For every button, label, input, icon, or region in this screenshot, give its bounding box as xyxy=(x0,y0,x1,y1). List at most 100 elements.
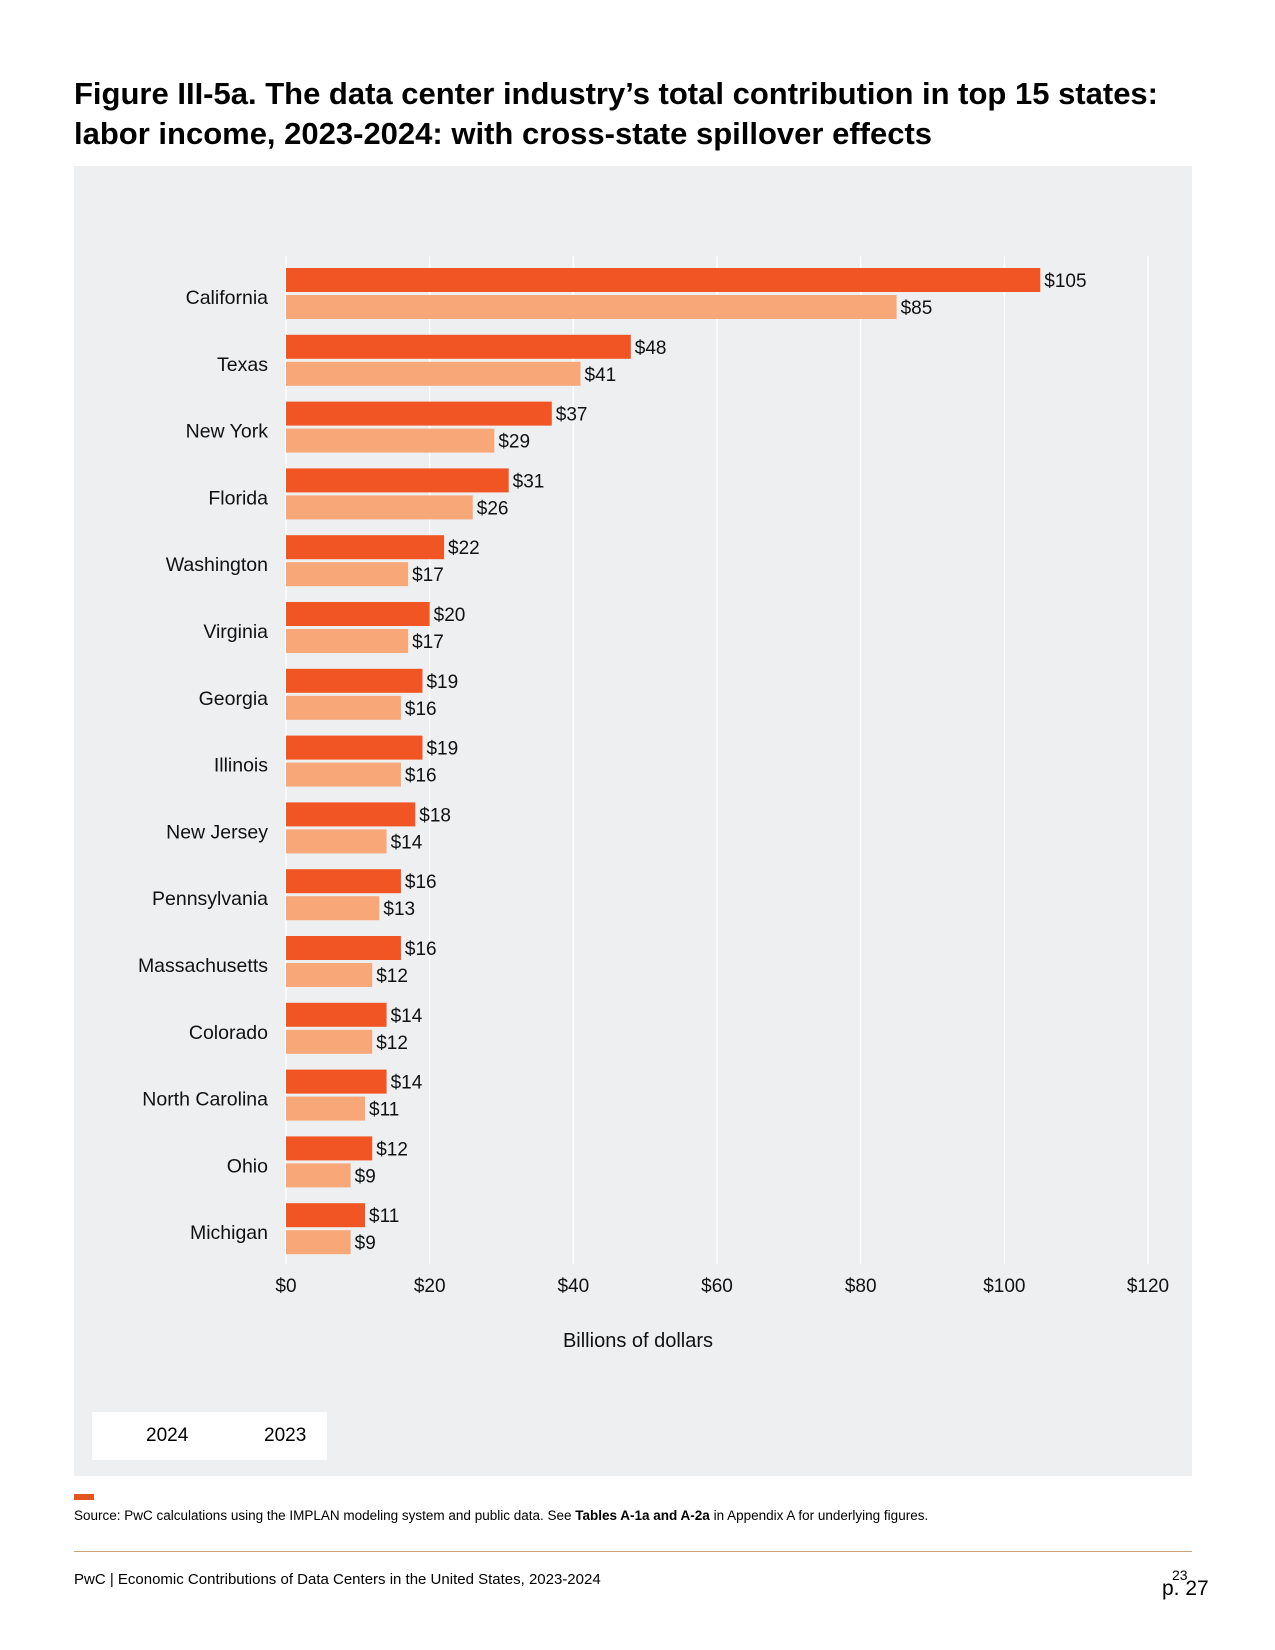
x-tick-label: $120 xyxy=(1127,1276,1169,1297)
bar-2024 xyxy=(286,1203,366,1228)
data-label-2023: $17 xyxy=(412,565,444,586)
chart-panel: $105 $85 $48 $41 $37 $29 $31 $26 $22 $17 $20 $17 $19… xyxy=(74,166,1192,1476)
source-bold: Tables A-1a and A-2a xyxy=(575,1508,710,1523)
data-label-2023: $26 xyxy=(477,498,509,519)
legend-label-2023: 2023 xyxy=(264,1425,307,1446)
category-label: Colorado xyxy=(189,1022,268,1044)
category-label: Washington xyxy=(166,554,268,576)
data-label-2024: $19 xyxy=(426,739,458,760)
category-label: New York xyxy=(186,421,269,443)
bar-2024 xyxy=(286,602,430,626)
data-label-2024: $105 xyxy=(1044,271,1086,292)
data-label-2024: $14 xyxy=(391,1073,423,1094)
x-axis-ticks: $0 $20 $40 $60 $80 $100 $120 xyxy=(275,1276,1169,1297)
x-tick-label: $0 xyxy=(275,1276,296,1297)
source-prefix: Source: PwC calculations using the IMPLA… xyxy=(74,1508,576,1523)
bar-2023 xyxy=(286,1096,366,1121)
x-tick-label: $20 xyxy=(414,1276,446,1297)
data-label-2023: $29 xyxy=(498,432,530,453)
data-label-2023: $9 xyxy=(355,1233,376,1254)
data-label-2023: $9 xyxy=(355,1166,376,1187)
bar-2023 xyxy=(286,695,401,720)
footer-text: PwC | Economic Contributions of Data Cen… xyxy=(74,1571,601,1588)
data-label-2024: $14 xyxy=(391,1006,423,1027)
category-labels: California Texas New York Florida Washington… xyxy=(138,287,268,1244)
category-label: Michigan xyxy=(190,1222,268,1244)
data-label-2024: $12 xyxy=(376,1139,408,1160)
accent-dash xyxy=(74,1494,94,1500)
figure-title: Figure III-5a. The data center industry’… xyxy=(74,76,1159,151)
category-label: Florida xyxy=(208,487,268,509)
data-label-2023: $16 xyxy=(405,699,437,720)
bar-2023 xyxy=(286,428,495,453)
category-label: Ohio xyxy=(227,1155,268,1177)
data-label-2024: $16 xyxy=(405,872,437,893)
data-label-2023: $16 xyxy=(405,766,437,787)
bar-2023 xyxy=(286,963,373,987)
bar-2024 xyxy=(286,268,1041,292)
data-label-2024: $37 xyxy=(556,405,588,426)
data-label-2023: $14 xyxy=(391,832,423,853)
category-label: Pennsylvania xyxy=(152,888,268,910)
bar-2024 xyxy=(286,735,423,760)
data-label-2024: $19 xyxy=(426,672,458,693)
x-axis-title: Billions of dollars xyxy=(563,1330,713,1352)
category-label: Georgia xyxy=(199,688,269,710)
x-tick-label: $100 xyxy=(983,1276,1025,1297)
bar-2023 xyxy=(286,295,897,319)
data-label-2023: $41 xyxy=(585,365,617,386)
data-label-2024: $11 xyxy=(369,1206,399,1227)
data-labels: $105$85$48$41$37$29$31$26$22$17$20$17$19… xyxy=(355,271,1087,1254)
data-label-2024: $48 xyxy=(635,338,667,359)
legend-label-2024: 2024 xyxy=(146,1425,189,1446)
bar-2024 xyxy=(286,535,445,560)
bar-2024 xyxy=(286,1002,387,1027)
x-tick-label: $40 xyxy=(557,1276,589,1297)
x-tick-label: $80 xyxy=(845,1276,877,1297)
source-note: Source: PwC calculations using the IMPLA… xyxy=(74,1508,928,1523)
bar-2023 xyxy=(286,1230,351,1255)
bar-2023 xyxy=(286,361,581,386)
bar-2023 xyxy=(286,1163,351,1188)
category-label: Virginia xyxy=(203,621,268,643)
category-label: California xyxy=(186,287,269,309)
data-label-2023: $85 xyxy=(901,298,933,319)
bar-2023 xyxy=(286,829,387,854)
data-label-2024: $18 xyxy=(419,805,451,826)
category-label: Illinois xyxy=(214,755,268,777)
page-number: 23 xyxy=(1172,1567,1188,1583)
footer-rule xyxy=(74,1551,1192,1552)
bar-2024 xyxy=(286,936,401,960)
data-label-2024: $31 xyxy=(513,471,545,492)
category-label: North Carolina xyxy=(142,1089,268,1111)
bar-2024 xyxy=(286,401,552,426)
data-label-2023: $12 xyxy=(376,966,408,987)
legend: 2024 2023 xyxy=(92,1412,327,1460)
bar-2024 xyxy=(286,468,509,493)
bar-2023 xyxy=(286,562,409,587)
bar-2023 xyxy=(286,896,380,921)
page-tag: p. 27 xyxy=(1162,1577,1209,1600)
x-tick-label: $60 xyxy=(701,1276,733,1297)
bar-chart: $105$85$48$41$37$29$31$26$22$17$20$17$19… xyxy=(138,256,1169,1352)
bar-2024 xyxy=(286,869,401,894)
bar-2023 xyxy=(286,629,409,653)
bar-2024 xyxy=(286,334,631,359)
data-label-2024: $16 xyxy=(405,939,437,960)
bar-2024 xyxy=(286,1069,387,1094)
data-label-2023: $17 xyxy=(412,632,444,653)
bar-2024 xyxy=(286,802,416,827)
data-label-2023: $11 xyxy=(369,1100,399,1121)
category-label: Texas xyxy=(217,354,268,376)
bar-2023 xyxy=(286,495,473,520)
data-label-2024: $22 xyxy=(448,538,480,559)
bar-2024 xyxy=(286,1136,373,1161)
category-label: Massachusetts xyxy=(138,955,268,977)
category-label: New Jersey xyxy=(166,821,268,843)
bars xyxy=(286,268,1041,1255)
bar-2024 xyxy=(286,668,423,693)
data-label-2023: $13 xyxy=(383,899,415,920)
data-label-2024: $20 xyxy=(434,605,466,626)
bar-2023 xyxy=(286,1029,373,1054)
source-suffix: in Appendix A for underlying figures. xyxy=(709,1508,929,1523)
